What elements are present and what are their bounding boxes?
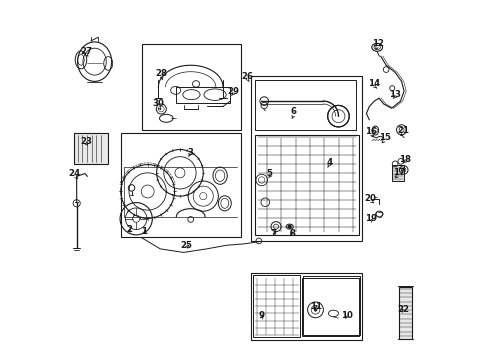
Text: 25: 25 [180,241,192,250]
Text: 30: 30 [152,99,164,108]
Bar [176,87,230,103]
Text: 4: 4 [325,158,331,167]
Text: 28: 28 [155,69,167,78]
Bar [398,287,411,338]
Text: 1: 1 [141,228,147,237]
Text: 29: 29 [227,86,239,95]
Bar [250,76,362,241]
Text: 3: 3 [187,148,193,157]
Bar [142,44,241,130]
Text: 24: 24 [68,169,81,178]
Text: 5: 5 [266,169,272,178]
Text: 8: 8 [289,229,295,238]
Text: 14: 14 [367,80,380,89]
Bar [121,134,241,237]
Text: 19: 19 [364,214,376,223]
Text: 21: 21 [397,126,409,135]
Circle shape [287,225,291,228]
Text: 10: 10 [341,311,352,320]
Text: 2: 2 [126,225,132,234]
Bar [302,276,359,335]
Text: 17: 17 [392,168,404,177]
Text: 11: 11 [309,302,322,311]
Text: 27: 27 [80,47,92,56]
Text: 26: 26 [241,72,253,81]
Bar [255,80,355,130]
Text: 13: 13 [388,90,400,99]
Text: 9: 9 [258,311,264,320]
Text: 7: 7 [270,229,276,238]
Text: 22: 22 [397,305,409,314]
Text: 20: 20 [364,194,376,203]
Text: 6: 6 [290,107,296,116]
Bar [255,135,358,235]
Text: 15: 15 [378,133,390,142]
Text: 23: 23 [80,137,92,146]
Bar [74,133,108,164]
Bar [391,165,403,181]
Circle shape [313,309,316,311]
Text: 18: 18 [398,155,410,164]
Text: 16: 16 [364,127,376,136]
Bar [253,275,300,337]
Bar [301,278,359,336]
Text: 12: 12 [371,39,383,48]
Bar [250,273,362,339]
